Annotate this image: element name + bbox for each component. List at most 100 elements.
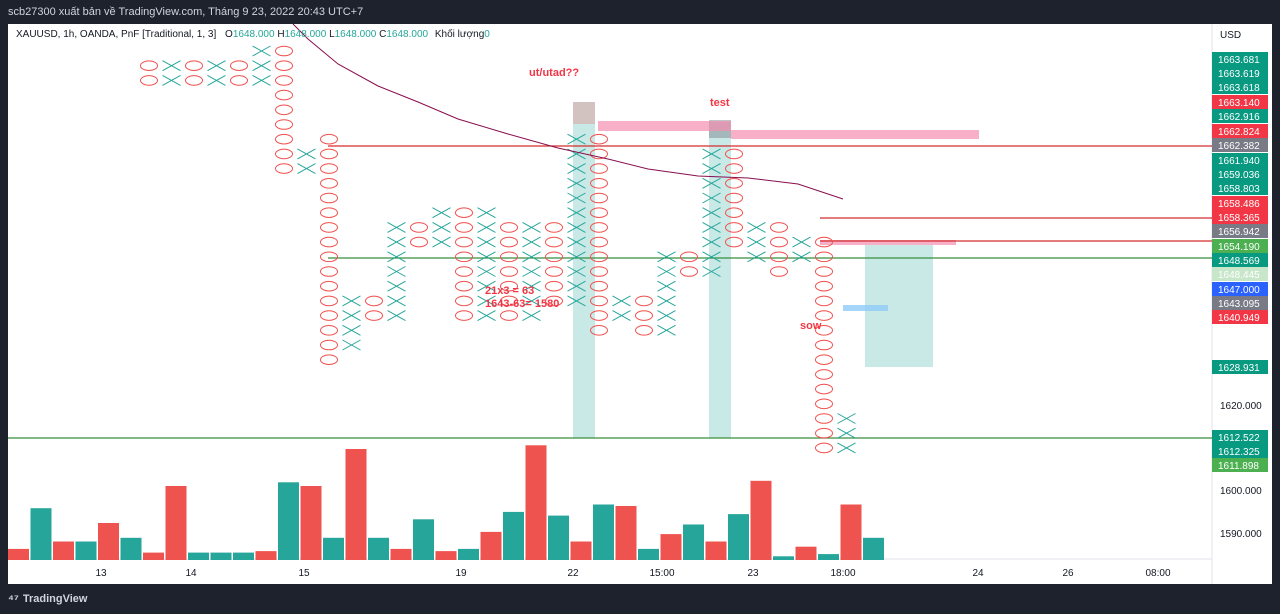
volume-bar bbox=[390, 548, 412, 560]
pnf-x-box bbox=[657, 324, 676, 336]
pnf-x-box bbox=[702, 207, 721, 219]
pnf-x-box bbox=[477, 310, 496, 322]
annotation-label: sow bbox=[800, 320, 822, 332]
price-badge-text: 1658.486 bbox=[1218, 199, 1260, 210]
volume-bar bbox=[188, 552, 209, 560]
pnf-x-box bbox=[702, 177, 721, 189]
volume-bar bbox=[165, 486, 187, 560]
pnf-x-box bbox=[702, 251, 721, 263]
zone-a-top bbox=[573, 102, 595, 124]
pnf-o-box bbox=[590, 295, 608, 307]
price-badge bbox=[1212, 167, 1268, 181]
pnf-o-box bbox=[590, 148, 608, 160]
support-band bbox=[843, 305, 888, 311]
volume-bar bbox=[683, 524, 704, 560]
price-badge-text: 1663.140 bbox=[1218, 98, 1260, 109]
pnf-x-box bbox=[432, 207, 451, 219]
pnf-x-box bbox=[567, 251, 586, 263]
volume-bar bbox=[53, 541, 74, 560]
pnf-x-box bbox=[522, 221, 541, 233]
price-badge bbox=[1212, 296, 1268, 310]
pnf-o-box bbox=[455, 251, 473, 263]
zone-b bbox=[709, 122, 731, 438]
chart-area[interactable]: ut/utad?? test 21x3 = 63 1643-63= 1580 sow US… bbox=[8, 24, 1272, 584]
pnf-o-box bbox=[275, 89, 293, 101]
price-badge-text: 1647.000 bbox=[1218, 285, 1260, 296]
pnf-o-box bbox=[500, 236, 518, 248]
pnf-o-box bbox=[275, 163, 293, 174]
volume-bar bbox=[570, 541, 592, 560]
pnf-x-box bbox=[252, 74, 271, 86]
legend-close-label: C bbox=[379, 29, 387, 40]
x-tick-label: 15:00 bbox=[649, 568, 674, 579]
pnf-o-box bbox=[140, 60, 158, 72]
x-tick-label: 19 bbox=[455, 568, 467, 579]
pnf-o-box bbox=[815, 442, 833, 454]
annotation-label: ut/utad?? bbox=[529, 67, 579, 79]
pnf-x-box bbox=[837, 413, 856, 424]
pnf-o-box bbox=[815, 339, 833, 351]
pnf-o-box bbox=[455, 236, 473, 248]
pnf-x-box bbox=[162, 74, 181, 86]
price-badge bbox=[1212, 224, 1268, 238]
annotation-label: test bbox=[710, 97, 730, 109]
zone-a bbox=[573, 102, 595, 438]
pnf-x-box bbox=[702, 148, 721, 160]
pnf-x-box bbox=[522, 295, 541, 307]
pnf-x-box bbox=[342, 295, 361, 307]
pnf-x-box bbox=[567, 280, 586, 292]
pnf-o-box bbox=[320, 266, 338, 277]
pnf-o-box bbox=[320, 163, 338, 174]
pnf-o-box bbox=[725, 207, 743, 218]
pnf-o-box bbox=[680, 251, 698, 263]
volume-bar bbox=[863, 537, 884, 560]
pnf-x-box bbox=[522, 236, 541, 248]
pnf-o-box bbox=[725, 148, 743, 160]
pnf-o-box bbox=[545, 266, 563, 277]
legend-volume-label: Khối lượng bbox=[434, 29, 485, 40]
pnf-x-box bbox=[567, 207, 586, 219]
pnf-o-box bbox=[725, 178, 743, 189]
price-badge-text: 1663.619 bbox=[1218, 69, 1260, 80]
price-badge bbox=[1212, 458, 1268, 472]
price-badge bbox=[1212, 66, 1268, 80]
pnf-o-box bbox=[590, 163, 608, 174]
pnf-o-box bbox=[320, 133, 338, 145]
pnf-o-box bbox=[590, 133, 608, 145]
price-badge-text: 1640.949 bbox=[1218, 313, 1260, 324]
pnf-o-box bbox=[815, 280, 833, 292]
x-tick-label: 18:00 bbox=[830, 568, 855, 579]
pnf-o-box bbox=[320, 310, 338, 321]
price-badge-text: 1654.190 bbox=[1218, 242, 1260, 253]
volume-bar bbox=[98, 523, 119, 560]
x-tick-label: 22 bbox=[567, 568, 579, 579]
pnf-o-box bbox=[500, 251, 518, 263]
pnf-o-box bbox=[815, 398, 833, 410]
price-badge-text: 1656.942 bbox=[1218, 227, 1260, 238]
volume-bar bbox=[435, 551, 457, 560]
volume-bar bbox=[368, 537, 389, 560]
pnf-x-box bbox=[297, 163, 316, 175]
price-badge-text: 1628.931 bbox=[1218, 363, 1260, 374]
price-badge-text: 1662.916 bbox=[1218, 112, 1260, 123]
pnf-o-box bbox=[455, 222, 473, 233]
volume-bar bbox=[323, 537, 344, 560]
pnf-o-box bbox=[815, 369, 833, 380]
pnf-o-box bbox=[320, 192, 338, 204]
price-badge-text: 1648.445 bbox=[1218, 270, 1260, 281]
pnf-o-box bbox=[275, 45, 293, 57]
pnf-o-box bbox=[500, 295, 518, 307]
pnf-o-box bbox=[725, 236, 743, 248]
pnf-o-box bbox=[590, 251, 608, 263]
pnf-x-box bbox=[477, 207, 496, 219]
price-badge bbox=[1212, 138, 1268, 152]
pnf-o-box bbox=[725, 192, 743, 204]
resistance-band-1 bbox=[598, 121, 731, 131]
price-badge-text: 1612.522 bbox=[1218, 433, 1260, 444]
pnf-o-box bbox=[500, 266, 518, 277]
pnf-o-box bbox=[770, 266, 788, 277]
pnf-x-box bbox=[477, 266, 496, 277]
legend-low-label: L bbox=[329, 29, 335, 40]
pnf-x-box bbox=[567, 266, 586, 277]
